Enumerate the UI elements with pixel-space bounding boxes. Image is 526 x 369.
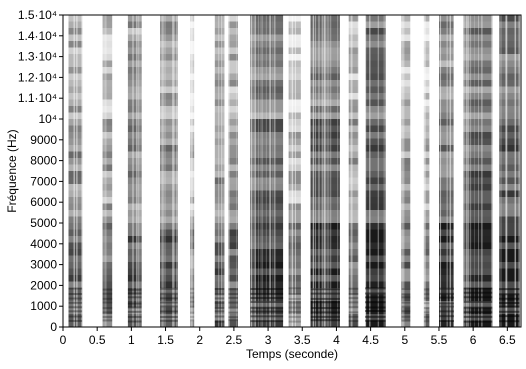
x-tick-label: 2.5 (226, 333, 243, 347)
x-tick-label: 0 (60, 333, 67, 347)
speech-segment (288, 15, 301, 327)
y-tick-label: 7000 (30, 174, 57, 188)
plot-frame (62, 14, 522, 328)
speech-segment (364, 15, 386, 327)
x-tick-label: 1.5 (157, 333, 174, 347)
speech-segment (348, 15, 359, 327)
y-tick-label: 8000 (30, 154, 57, 168)
y-tick-label: 1.2·10⁴ (18, 70, 57, 84)
y-tick-label: 3000 (30, 258, 57, 272)
y-tick-label: 6000 (30, 195, 57, 209)
x-tick-label: 5 (401, 333, 408, 347)
x-tick-label: 3 (265, 333, 272, 347)
speech-segment (439, 15, 455, 327)
y-tick-label: 9000 (30, 133, 57, 147)
y-tick-label: 1.1·10⁴ (18, 91, 57, 105)
speech-segment (423, 15, 430, 327)
speech-segment (127, 15, 142, 327)
speech-segment (250, 15, 284, 327)
y-axis-label: Fréquence (Hz) (5, 129, 19, 212)
x-axis-label: Temps (seconde) (246, 347, 338, 361)
y-tick-label: 5000 (30, 216, 57, 230)
speech-segment (401, 15, 411, 327)
y-tick-label: 1.4·10⁴ (18, 29, 57, 43)
y-tick-label: 1.3·10⁴ (18, 50, 57, 64)
x-axis: 0 0.5 1 1.5 2 2.5 3 3.5 4 4.5 5 5.5 6 6.5 (60, 327, 516, 347)
speech-segment (499, 15, 520, 327)
x-tick-label: 6 (470, 333, 477, 347)
speech-segment (190, 15, 195, 327)
plot-area (68, 15, 520, 327)
x-tick-label: 3.5 (294, 333, 311, 347)
y-tick-label: 2000 (30, 278, 57, 292)
y-tick-label: 1.5·10⁴ (18, 8, 57, 22)
x-tick-label: 2 (196, 333, 203, 347)
speech-segment (102, 15, 113, 327)
speech-segment (160, 15, 178, 327)
x-tick-label: 4.5 (362, 333, 379, 347)
speech-segment (463, 15, 493, 327)
speech-segment (68, 15, 83, 327)
y-axis: 0 1000 2000 3000 4000 5000 6000 7000 8000 9000 10⁴… (18, 8, 63, 334)
y-tick-label: 4000 (30, 237, 57, 251)
x-tick-label: 1 (128, 333, 135, 347)
x-tick-label: 6.5 (499, 333, 516, 347)
y-tick-label: 0 (50, 320, 57, 334)
y-tick-label: 10⁴ (38, 112, 57, 126)
y-tick-label: 1000 (30, 299, 57, 313)
x-tick-label: 0.5 (89, 333, 106, 347)
x-tick-label: 4 (333, 333, 340, 347)
x-tick-label: 5.5 (431, 333, 448, 347)
speech-segment (228, 15, 238, 327)
speech-segment (214, 15, 225, 327)
speech-segment (310, 15, 340, 327)
